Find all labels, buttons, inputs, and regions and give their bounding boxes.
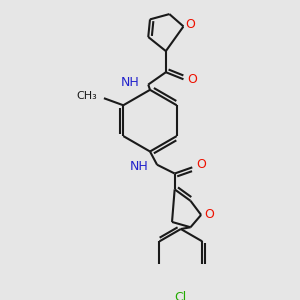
- Text: O: O: [187, 73, 197, 86]
- Text: Cl: Cl: [175, 291, 187, 300]
- Text: O: O: [186, 18, 196, 31]
- Text: O: O: [204, 208, 214, 220]
- Text: O: O: [196, 158, 206, 171]
- Text: NH: NH: [121, 76, 140, 89]
- Text: NH: NH: [130, 160, 148, 173]
- Text: CH₃: CH₃: [76, 92, 97, 101]
